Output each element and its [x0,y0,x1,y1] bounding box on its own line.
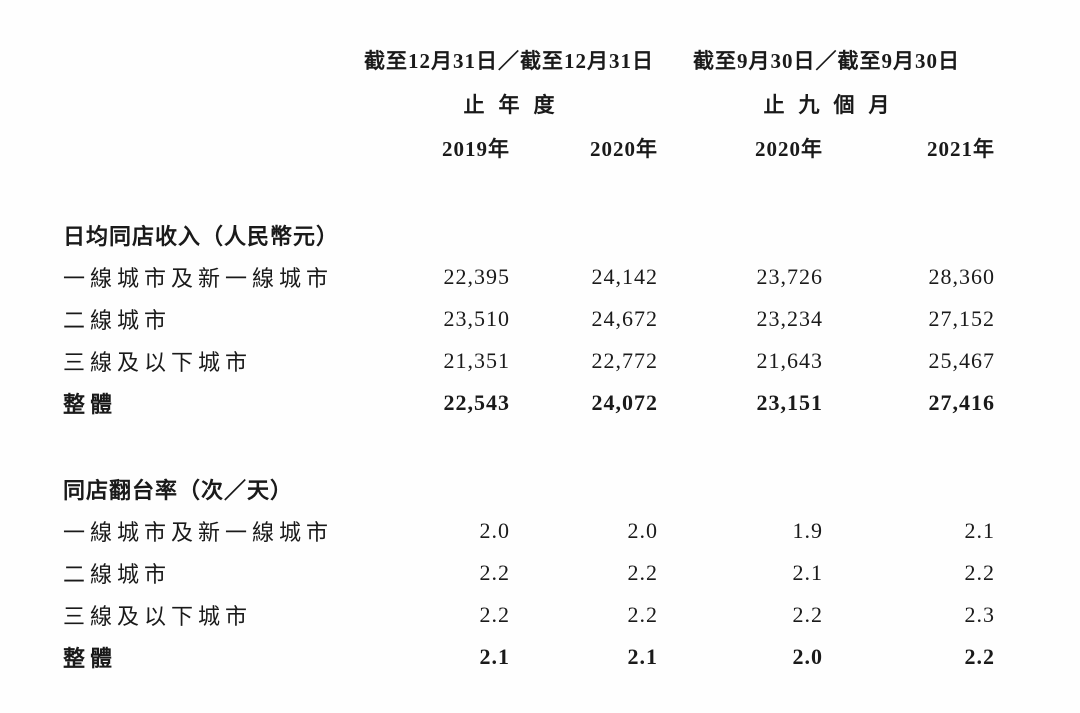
cell-value: 23,151 [756,390,823,415]
cell-value: 21,351 [443,348,510,373]
section-title: 同店翻台率（次／天） [63,478,294,503]
year-header-2019: 2019年 [442,137,510,161]
section-same-store-revenue: 日均同店收入（人民幣元） 一線城市及新一線城市 22,395 24,142 23… [63,214,995,424]
cell-value: 2.1 [792,560,823,585]
cell-value: 2.2 [627,560,658,585]
header-spacer [63,46,360,120]
row-label: 一線城市及新一線城市 [63,266,334,291]
cell-value: 22,395 [443,264,510,289]
cell-value: 22,543 [443,390,510,415]
cell-value: 2.2 [479,602,510,627]
table-header-year-row: 2019年 2020年 2020年 2021年 [63,134,995,164]
row-label: 三線及以下城市 [63,350,253,375]
year-header-2020a: 2020年 [590,137,658,161]
header-period-dec31: 截至12月31日／截至12月31日 [364,49,654,73]
cell-value: 23,510 [443,306,510,331]
row-label: 二線城市 [63,308,172,333]
cell-value: 24,672 [591,306,658,331]
section-title: 日均同店收入（人民幣元） [63,224,340,249]
cell-value: 24,142 [591,264,658,289]
cell-value: 1.9 [792,518,823,543]
cell-value: 28,360 [928,264,995,289]
header-group-year-ended: 截至12月31日／截至12月31日 止年度 [360,46,658,120]
table-row-total: 整體 22,543 24,072 23,151 27,416 [63,382,995,424]
header-duration-year: 止年度 [463,93,569,117]
table-row: 二線城市 23,510 24,672 23,234 27,152 [63,298,995,340]
cell-value: 21,643 [756,348,823,373]
cell-value: 2.0 [627,518,658,543]
row-label: 整體 [63,392,118,417]
cell-value: 27,152 [928,306,995,331]
table-row-total: 整體 2.1 2.1 2.0 2.2 [63,636,995,678]
table-row: 三線及以下城市 21,351 22,772 21,643 25,467 [63,340,995,382]
cell-value: 2.1 [964,518,995,543]
cell-value: 2.1 [479,644,510,669]
cell-value: 25,467 [928,348,995,373]
cell-value: 22,772 [591,348,658,373]
cell-value: 27,416 [928,390,995,415]
table-row: 二線城市 2.2 2.2 2.1 2.2 [63,552,995,594]
row-label: 一線城市及新一線城市 [63,520,334,545]
cell-value: 2.2 [479,560,510,585]
cell-value: 2.2 [792,602,823,627]
section-table-turnover-rate: 同店翻台率（次／天） 一線城市及新一線城市 2.0 2.0 1.9 2.1 二線… [63,468,995,678]
cell-value: 2.1 [627,644,658,669]
cell-value: 2.0 [479,518,510,543]
year-header-2020b: 2020年 [755,137,823,161]
cell-value: 2.2 [964,644,995,669]
row-label: 三線及以下城市 [63,604,253,629]
header-duration-nine-months: 止九個月 [763,93,904,117]
cell-value: 2.2 [627,602,658,627]
row-label: 整體 [63,646,118,671]
same-store-data-table: 截至12月31日／截至12月31日 止年度 截至9月30日／截至9月30日 止九… [63,38,995,678]
header-group-nine-months: 截至9月30日／截至9月30日 止九個月 [658,46,995,120]
header-spacer [63,134,360,164]
table-row: 三線及以下城市 2.2 2.2 2.2 2.3 [63,594,995,636]
cell-value: 2.2 [964,560,995,585]
cell-value: 23,234 [756,306,823,331]
cell-value: 2.0 [792,644,823,669]
cell-value: 23,726 [756,264,823,289]
cell-value: 24,072 [591,390,658,415]
table-row: 一線城市及新一線城市 22,395 24,142 23,726 28,360 [63,256,995,298]
year-header-2021: 2021年 [927,137,995,161]
table-header-group-row: 截至12月31日／截至12月31日 止年度 截至9月30日／截至9月30日 止九… [63,46,995,120]
table-row: 一線城市及新一線城市 2.0 2.0 1.9 2.1 [63,510,995,552]
row-label: 二線城市 [63,562,172,587]
header-period-sep30: 截至9月30日／截至9月30日 [693,49,960,73]
cell-value: 2.3 [964,602,995,627]
